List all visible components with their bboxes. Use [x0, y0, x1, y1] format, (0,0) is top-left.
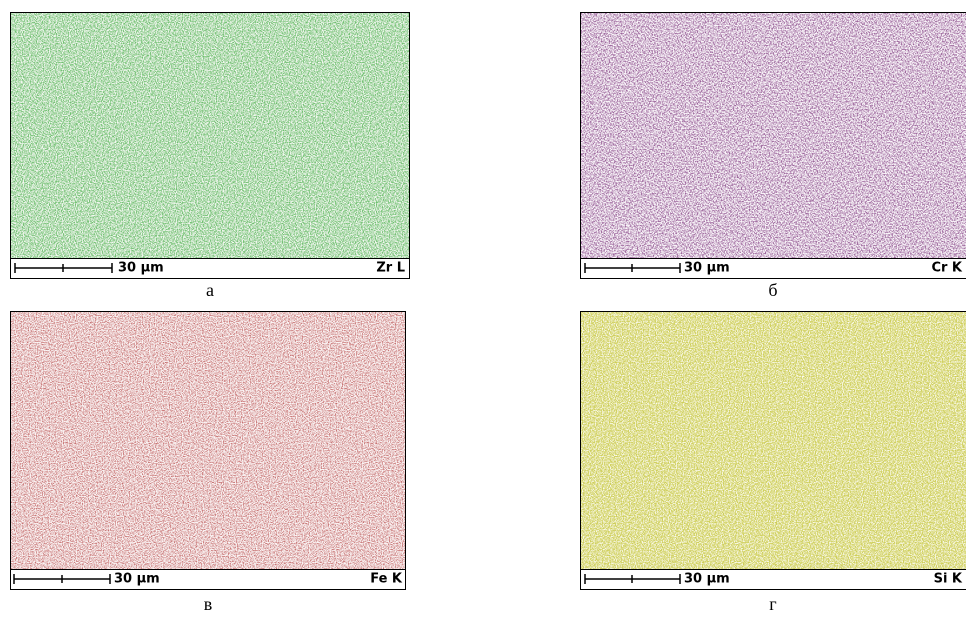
- element-map: [580, 311, 966, 569]
- panel-frame: [580, 311, 966, 590]
- panel: 30 µm Si K г: [580, 311, 966, 614]
- scale-label: 30 µm: [684, 572, 730, 587]
- element-label: Fe K: [370, 572, 403, 587]
- element-label: Zr L: [376, 261, 405, 276]
- element-label: Cr K: [931, 261, 962, 276]
- panel-frame: [10, 311, 406, 590]
- element-map: [580, 12, 966, 258]
- scale-bar: [584, 574, 681, 584]
- panel-frame: [10, 12, 410, 279]
- panel-caption: б: [768, 280, 777, 300]
- scale-label: 30 µm: [114, 572, 160, 587]
- panel-frame: [580, 12, 966, 279]
- panel: 30 µm Cr K б: [580, 12, 966, 300]
- scale-bar: [14, 263, 113, 273]
- element-label: Si K: [934, 572, 963, 587]
- scale-bar: [584, 263, 681, 273]
- element-map: [10, 311, 406, 569]
- panel: 30 µm Fe K в: [10, 311, 406, 614]
- panel: 30 µm Zr L а: [10, 12, 410, 300]
- panel-caption: а: [206, 280, 214, 300]
- scale-bar: [13, 574, 111, 584]
- panel-caption: г: [769, 594, 776, 614]
- scale-label: 30 µm: [684, 261, 730, 276]
- element-map: [10, 12, 410, 258]
- panel-caption: в: [204, 594, 213, 614]
- scale-label: 30 µm: [118, 261, 164, 276]
